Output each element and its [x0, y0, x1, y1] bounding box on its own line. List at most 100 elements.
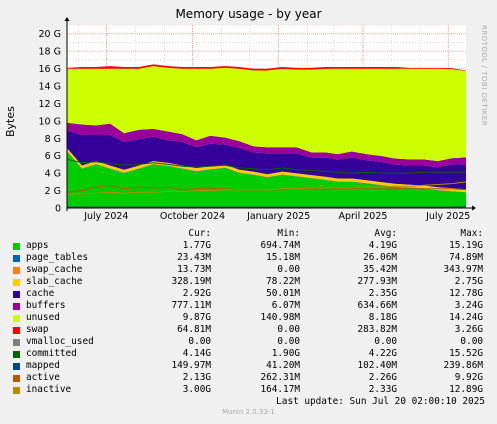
- stacked-areas: [67, 64, 466, 208]
- x-tick-labels: July 2024 October 2024 January 2025 April 2…: [83, 211, 470, 222]
- x-tick-label: January 2025: [246, 211, 310, 222]
- legend-value-min: 50.01M: [266, 288, 300, 299]
- legend-value-avg: 2.33G: [368, 384, 397, 395]
- axes: [64, 17, 476, 211]
- legend-value-max: 239.86M: [443, 360, 483, 371]
- legend-value-avg: 8.18G: [368, 312, 397, 323]
- legend-value-max: 12.89G: [449, 384, 483, 395]
- legend-value-avg: 2.26G: [368, 372, 397, 383]
- y-tick-label: 20 G: [39, 29, 61, 40]
- y-axis-arrow: [64, 17, 70, 21]
- legend-value-cur: 1.77G: [182, 240, 211, 251]
- legend-value-avg: 277.93M: [357, 276, 397, 287]
- legend: Cur: Min: Avg: Max: apps 1.77G 694.74M 4.19…: [12, 228, 492, 396]
- legend-value-cur: 2.13G: [182, 372, 211, 383]
- y-tick-label: 8 G: [45, 134, 61, 145]
- x-tick-label: July 2025: [425, 211, 470, 222]
- legend-row-swap: swap 64.81M 0.00 283.82M 3.26G: [12, 324, 492, 336]
- legend-value-max: 14.24G: [449, 312, 483, 323]
- legend-value-min: 262.31M: [260, 372, 300, 383]
- line-inactive: [67, 181, 467, 195]
- legend-rows: apps 1.77G 694.74M 4.19G 15.19G page_tables 23…: [12, 240, 492, 396]
- munin-version: Munin 2.0.33-1: [222, 408, 275, 416]
- legend-value-avg: 2.35G: [368, 288, 397, 299]
- legend-swatch: [13, 351, 20, 358]
- legend-value-min: 6.07M: [271, 300, 300, 311]
- legend-swatch: [13, 339, 20, 346]
- legend-value-max: 343.97M: [443, 264, 483, 275]
- legend-series-name: swap_cache: [26, 264, 83, 275]
- legend-value-max: 74.89M: [449, 252, 483, 263]
- legend-value-max: 15.52G: [449, 348, 483, 359]
- legend-value-cur: 4.14G: [182, 348, 211, 359]
- legend-row-slab-cache: slab_cache 328.19M 78.22M 277.93M 2.75G: [12, 276, 492, 288]
- legend-value-max: 2.75G: [454, 276, 483, 287]
- legend-value-cur: 3.00G: [182, 384, 211, 395]
- y-tick-label: 0: [55, 204, 61, 215]
- legend-header-cur: Cur:: [188, 228, 211, 239]
- chart-title: Memory usage - by year: [175, 7, 322, 21]
- legend-value-max: 15.19G: [449, 240, 483, 251]
- legend-value-avg: 283.82M: [357, 324, 397, 335]
- legend-value-min: 1.90G: [271, 348, 300, 359]
- legend-series-name: mapped: [26, 360, 60, 371]
- legend-series-name: page_tables: [26, 252, 89, 263]
- legend-value-min: 0.00: [277, 264, 300, 275]
- legend-value-max: 3.24G: [454, 300, 483, 311]
- legend-swatch: [13, 279, 20, 286]
- legend-series-name: unused: [26, 312, 60, 323]
- y-tick-label: 12 G: [39, 99, 61, 110]
- legend-row-swap-cache: swap_cache 13.73M 0.00 35.42M 343.97M: [12, 264, 492, 276]
- legend-value-min: 164.17M: [260, 384, 300, 395]
- legend-value-avg: 35.42M: [363, 264, 397, 275]
- legend-series-name: slab_cache: [26, 276, 83, 287]
- y-tick-label: 14 G: [39, 82, 61, 93]
- legend-row-inactive: inactive 3.00G 164.17M 2.33G 12.89G: [12, 384, 492, 396]
- x-tick-label: April 2025: [339, 211, 388, 222]
- legend-value-cur: 328.19M: [171, 276, 211, 287]
- legend-value-max: 3.26G: [454, 324, 483, 335]
- legend-value-cur: 149.97M: [171, 360, 211, 371]
- legend-value-avg: 634.66M: [357, 300, 397, 311]
- legend-series-name: swap: [26, 324, 49, 335]
- legend-header-avg: Avg:: [374, 228, 397, 239]
- y-tick-labels: 0 2 G 4 G 6 G 8 G 10 G 12 G 14 G 16 G 18 G 20 G: [39, 29, 61, 214]
- legend-row-vmalloc-used: vmalloc_used 0.00 0.00 0.00 0.00: [12, 336, 492, 348]
- legend-value-min: 694.74M: [260, 240, 300, 251]
- legend-series-name: apps: [26, 240, 49, 251]
- y-tick-label: 18 G: [39, 47, 61, 58]
- area-buffers: [67, 122, 466, 168]
- legend-value-cur: 777.11M: [171, 300, 211, 311]
- legend-series-name: active: [26, 372, 60, 383]
- legend-series-name: inactive: [26, 384, 72, 395]
- legend-row-buffers: buffers 777.11M 6.07M 634.66M 3.24G: [12, 300, 492, 312]
- legend-value-cur: 13.73M: [177, 264, 211, 275]
- legend-value-avg: 4.22G: [368, 348, 397, 359]
- y-tick-label: 4 G: [45, 169, 61, 180]
- y-tick-label: 2 G: [45, 186, 61, 197]
- line-committed: [66, 158, 466, 174]
- legend-swatch: [13, 375, 20, 382]
- last-update: Last update: Sun Jul 20 02:00:10 2025: [276, 396, 485, 407]
- y-tick-label: 10 G: [39, 116, 61, 127]
- legend-value-cur: 64.81M: [177, 324, 211, 335]
- area-apps: [67, 151, 466, 208]
- chart-plot: 0 2 G 4 G 6 G 8 G 10 G 12 G 14 G 16 G 18 G 20 G Ju…: [39, 17, 476, 222]
- legend-swatch: [13, 267, 20, 274]
- legend-header-max: Max:: [460, 228, 483, 239]
- legend-swatch: [13, 291, 20, 298]
- legend-row-mapped: mapped 149.97M 41.20M 102.40M 239.86M: [12, 360, 492, 372]
- legend-swatch: [13, 387, 20, 394]
- legend-swatch: [13, 255, 20, 262]
- legend-value-min: 140.98M: [260, 312, 300, 323]
- legend-row-cache: cache 2.92G 50.01M 2.35G 12.78G: [12, 288, 492, 300]
- legend-value-min: 0.00: [277, 336, 300, 347]
- legend-swatch: [13, 303, 20, 310]
- legend-row-committed: committed 4.14G 1.90G 4.22G 15.52G: [12, 348, 492, 360]
- area-unused: [67, 66, 466, 162]
- legend-value-avg: 4.19G: [368, 240, 397, 251]
- legend-value-avg: 0.00: [374, 336, 397, 347]
- legend-value-min: 41.20M: [266, 360, 300, 371]
- legend-header: Cur: Min: Avg: Max:: [12, 228, 492, 240]
- area-cache: [67, 130, 466, 190]
